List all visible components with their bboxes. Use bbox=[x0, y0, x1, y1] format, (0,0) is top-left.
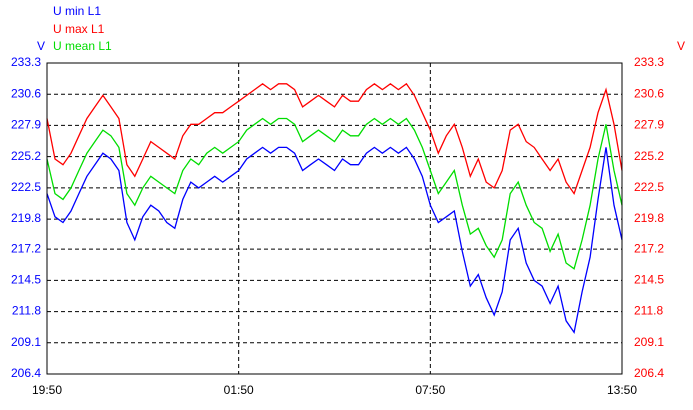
plot-frame bbox=[46, 62, 623, 375]
x-tick-label: 19:50 bbox=[32, 383, 62, 397]
y2-tick-label: 211.8 bbox=[634, 304, 663, 318]
y2-tick-label: 230.6 bbox=[634, 86, 664, 100]
series-line bbox=[46, 117, 623, 270]
y2-tick-label: 227.9 bbox=[634, 118, 664, 132]
y2-tick-label: 217.2 bbox=[634, 241, 664, 255]
series-line bbox=[46, 82, 623, 196]
y-tick-label: 209.1 bbox=[11, 335, 41, 349]
series-line bbox=[46, 146, 623, 335]
y-tick-label: 211.8 bbox=[12, 304, 41, 318]
y-tick-label: 222.5 bbox=[11, 180, 41, 194]
y-axis-label: V bbox=[37, 39, 45, 53]
x-tick-label: 01:50 bbox=[224, 383, 254, 397]
y-tick-label: 227.9 bbox=[11, 118, 41, 132]
y2-axis-label: V bbox=[677, 39, 685, 53]
y-tick-label: 214.5 bbox=[11, 273, 41, 287]
y-tick-label: 217.2 bbox=[11, 241, 41, 255]
y-tick-label: 225.2 bbox=[11, 149, 41, 163]
y-tick-label: 219.8 bbox=[11, 211, 41, 225]
y2-tick-label: 222.5 bbox=[634, 180, 664, 194]
legend-entry: U max L1 bbox=[53, 22, 105, 36]
y2-tick-label: 214.5 bbox=[634, 273, 664, 287]
y2-tick-label: 209.1 bbox=[634, 335, 664, 349]
y2-tick-label: 206.4 bbox=[634, 366, 664, 380]
y-tick-label: 206.4 bbox=[11, 366, 41, 380]
y2-tick-label: 225.2 bbox=[634, 149, 664, 163]
y-tick-label: 230.6 bbox=[11, 86, 41, 100]
y2-tick-label: 233.3 bbox=[634, 55, 664, 69]
legend-entry: U mean L1 bbox=[53, 39, 112, 53]
plot-area bbox=[47, 63, 622, 374]
legend-entry: U min L1 bbox=[53, 4, 101, 18]
x-tick-label: 07:50 bbox=[415, 383, 445, 397]
y-tick-label: 233.3 bbox=[11, 55, 41, 69]
x-tick-label: 13:50 bbox=[607, 383, 637, 397]
y2-tick-label: 219.8 bbox=[634, 211, 664, 225]
